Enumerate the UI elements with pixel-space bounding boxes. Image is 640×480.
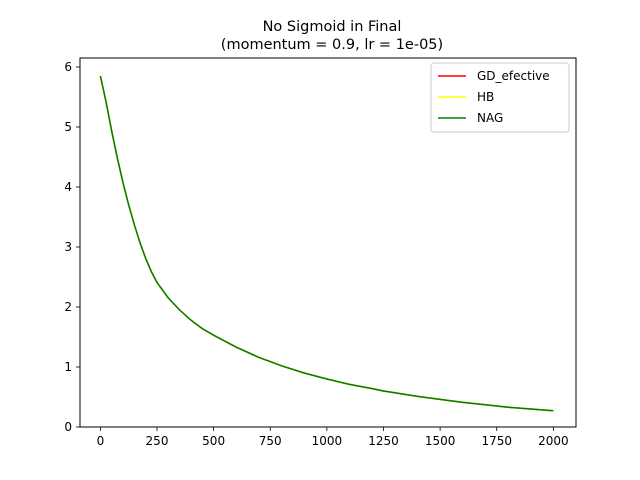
y-tick-label: 5 xyxy=(64,120,72,134)
chart-title: No Sigmoid in Final xyxy=(263,19,402,35)
legend-box xyxy=(430,62,570,133)
y-tick-label: 6 xyxy=(64,60,72,74)
y-tick-label: 1 xyxy=(64,360,72,374)
legend-label-hb: HB xyxy=(477,90,494,104)
x-axis: 0 250 500 750 1000 1250 1500 1750 2000 xyxy=(97,427,569,448)
legend-label-gd-efective: GD_efective xyxy=(477,69,550,83)
x-tick-label: 1250 xyxy=(368,434,399,448)
x-tick-label: 0 xyxy=(97,434,105,448)
y-tick-label: 2 xyxy=(64,300,72,314)
x-tick-label: 250 xyxy=(146,434,169,448)
x-tick-label: 1500 xyxy=(425,434,456,448)
y-tick-label: 0 xyxy=(64,420,72,434)
legend: GD_efective HB NAG xyxy=(430,62,570,133)
x-tick-label: 2000 xyxy=(538,434,569,448)
chart-subtitle: (momentum = 0.9, lr = 1e-05) xyxy=(221,37,443,53)
y-axis: 0 1 2 3 4 5 6 xyxy=(64,60,80,434)
series-line-nag xyxy=(99,75,554,412)
plot-lines xyxy=(99,75,554,412)
x-tick-label: 750 xyxy=(259,434,282,448)
x-tick-label: 1000 xyxy=(312,434,343,448)
y-tick-label: 4 xyxy=(64,180,72,194)
y-tick-label: 3 xyxy=(64,240,72,254)
x-tick-label: 500 xyxy=(202,434,225,448)
legend-label-nag: NAG xyxy=(477,111,503,125)
axes-frame xyxy=(79,57,577,428)
x-tick-label: 1750 xyxy=(481,434,512,448)
